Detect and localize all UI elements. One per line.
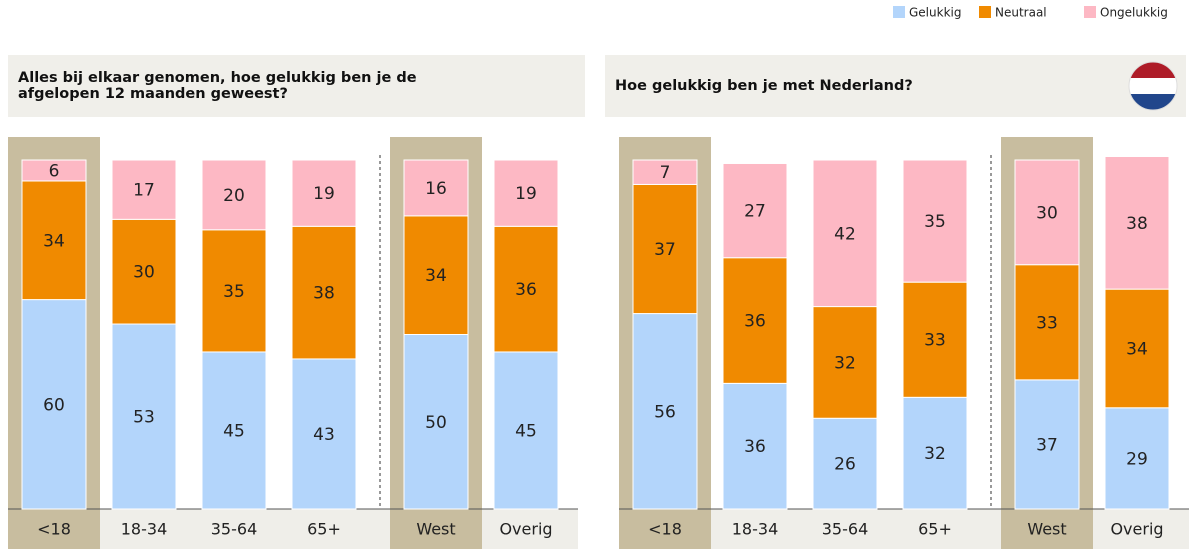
legend-swatch xyxy=(893,6,905,18)
x-tick-label: <18 xyxy=(648,520,682,539)
value-label: 32 xyxy=(924,444,946,464)
chart-title: Hoe gelukkig ben je met Nederland? xyxy=(615,78,913,94)
bar-segment xyxy=(493,159,559,227)
bar-segment xyxy=(902,159,968,283)
chart-title-box: Alles bij elkaar genomen, hoe gelukkig b… xyxy=(8,55,585,117)
axis-band xyxy=(619,509,1189,549)
bar-segment xyxy=(1014,264,1080,381)
bar-segment xyxy=(902,396,968,510)
bar-segment xyxy=(1014,159,1080,266)
legend-label: Neutraal xyxy=(995,6,1047,20)
bar-segment xyxy=(632,159,698,185)
x-tick-label: 65+ xyxy=(307,520,341,539)
bar-segment xyxy=(812,306,878,419)
value-label: 60 xyxy=(43,395,65,415)
flag-icon xyxy=(1128,61,1178,111)
legend-label: Gelukkig xyxy=(909,6,961,20)
value-label: 7 xyxy=(660,163,671,183)
x-tick-label: 35-64 xyxy=(822,520,869,539)
bar-segment xyxy=(1104,407,1170,510)
value-label: 34 xyxy=(43,231,65,251)
value-label: 42 xyxy=(834,224,856,244)
bar-segment xyxy=(201,351,267,510)
bar-segment xyxy=(403,159,469,217)
axis-band xyxy=(8,509,578,549)
value-label: 6 xyxy=(49,161,60,181)
bar-segment xyxy=(111,218,177,325)
value-label: 56 xyxy=(654,402,676,422)
value-label: 17 xyxy=(133,181,155,201)
value-label: 36 xyxy=(744,437,766,457)
bar-segment xyxy=(1014,379,1080,510)
value-label: 38 xyxy=(1126,214,1148,234)
x-tick-label: 65+ xyxy=(918,520,952,539)
value-label: 50 xyxy=(425,413,447,433)
value-label: 16 xyxy=(425,179,447,199)
value-label: 19 xyxy=(313,184,335,204)
bar-segment xyxy=(201,159,267,231)
value-label: 36 xyxy=(744,312,766,332)
bar-segment xyxy=(722,257,788,384)
value-label: 29 xyxy=(1126,449,1148,469)
value-label: 33 xyxy=(924,331,946,351)
bar-segment xyxy=(493,351,559,510)
bar-segment xyxy=(21,159,87,182)
bar-segment xyxy=(111,323,177,510)
legend-swatch xyxy=(979,6,991,18)
value-label: 38 xyxy=(313,284,335,304)
value-label: 32 xyxy=(834,353,856,373)
value-label: 35 xyxy=(223,282,245,302)
value-label: 26 xyxy=(834,455,856,475)
value-label: 45 xyxy=(223,421,245,441)
value-label: 19 xyxy=(515,184,537,204)
value-label: 34 xyxy=(1126,339,1148,359)
bar-segment xyxy=(722,162,788,259)
chart-title-box: Hoe gelukkig ben je met Nederland? xyxy=(605,55,1186,117)
bar-segment xyxy=(812,417,878,510)
value-label: 30 xyxy=(133,263,155,283)
bar-segment xyxy=(291,358,357,510)
bar-segment xyxy=(403,215,469,335)
x-tick-label: West xyxy=(1027,520,1066,539)
bar-segment xyxy=(1104,288,1170,409)
x-tick-label: West xyxy=(416,520,455,539)
bar-segment xyxy=(812,159,878,308)
bar-segment xyxy=(493,225,559,353)
bar-segment xyxy=(201,229,267,353)
legend-swatch xyxy=(1084,6,1096,18)
x-tick-label: 18-34 xyxy=(121,520,168,539)
value-label: 36 xyxy=(515,280,537,300)
bar-segment xyxy=(403,334,469,510)
value-label: 33 xyxy=(1036,313,1058,333)
value-label: 37 xyxy=(654,240,676,260)
bar-segment xyxy=(1104,156,1170,290)
value-label: 37 xyxy=(1036,435,1058,455)
chart-title: Alles bij elkaar genomen, hoe gelukkig b… xyxy=(18,70,417,102)
x-tick-label: 35-64 xyxy=(211,520,258,539)
x-tick-label: <18 xyxy=(37,520,71,539)
value-label: 53 xyxy=(133,408,155,428)
bar-segment xyxy=(111,159,177,220)
bar-segment xyxy=(291,159,357,227)
bar-segment xyxy=(722,382,788,510)
bar-segment xyxy=(291,225,357,360)
value-label: 27 xyxy=(744,202,766,222)
x-tick-label: 18-34 xyxy=(732,520,779,539)
value-label: 30 xyxy=(1036,203,1058,223)
value-label: 35 xyxy=(924,212,946,232)
value-label: 45 xyxy=(515,421,537,441)
value-label: 20 xyxy=(223,186,245,206)
value-label: 34 xyxy=(425,266,447,286)
x-tick-label: Overig xyxy=(1110,520,1163,539)
value-label: 43 xyxy=(313,425,335,445)
x-tick-label: Overig xyxy=(499,520,552,539)
bar-segment xyxy=(632,313,698,510)
legend-label: Ongelukkig xyxy=(1100,6,1168,20)
